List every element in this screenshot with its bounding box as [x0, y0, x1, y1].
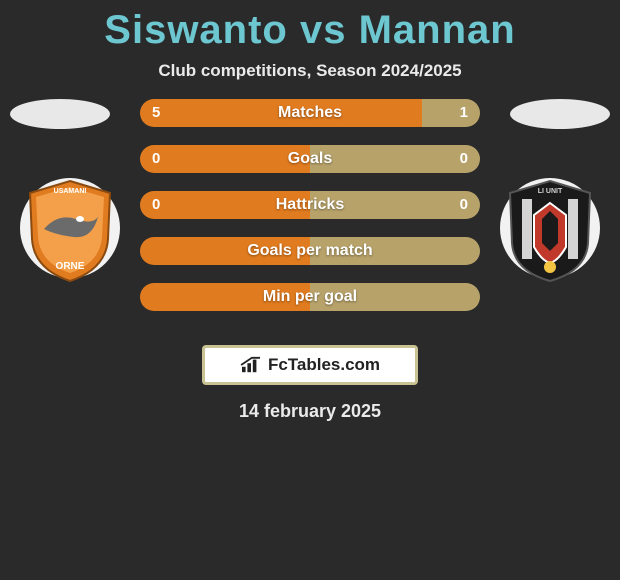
- brand-badge: FcTables.com: [202, 345, 418, 385]
- stat-bar: Hattricks0 0: [140, 191, 480, 219]
- stat-value-right: 1: [460, 99, 468, 127]
- svg-text:USAMANI: USAMANI: [54, 188, 87, 195]
- stat-value-right: 0: [460, 145, 468, 173]
- stat-label: Matches: [140, 99, 480, 127]
- stat-label: Goals per match: [140, 237, 480, 265]
- stat-bars: Matches51Goals00Hattricks00Goals per mat…: [140, 99, 480, 329]
- stat-bar: Min per goal: [140, 283, 480, 311]
- brand-text: FcTables.com: [268, 355, 380, 375]
- stat-label: Min per goal: [140, 283, 480, 311]
- stat-value-right: 0: [460, 191, 468, 219]
- club-crest-left: ORNE USAMANI: [20, 169, 120, 287]
- page-title: Siswanto vs Mannan: [0, 0, 620, 53]
- stat-bar: Goals per match: [140, 237, 480, 265]
- player-pill-right: [510, 99, 610, 129]
- page-subtitle: Club competitions, Season 2024/2025: [0, 61, 620, 81]
- stat-value-left: 0: [152, 191, 160, 219]
- stat-bar: Matches5 1: [140, 99, 480, 127]
- comparison-date: 14 february 2025: [0, 401, 620, 422]
- stat-value-left: 0: [152, 145, 160, 173]
- chart-icon: [240, 356, 262, 374]
- svg-text:LI UNIT: LI UNIT: [538, 188, 563, 195]
- player-pill-left: [10, 99, 110, 129]
- stat-label: Hattricks: [140, 191, 480, 219]
- stat-value-left: 5: [152, 99, 160, 127]
- stat-bar: Goals0 0: [140, 145, 480, 173]
- club-crest-right: LI UNIT: [500, 169, 600, 287]
- stat-label: Goals: [140, 145, 480, 173]
- svg-text:ORNE: ORNE: [56, 261, 85, 272]
